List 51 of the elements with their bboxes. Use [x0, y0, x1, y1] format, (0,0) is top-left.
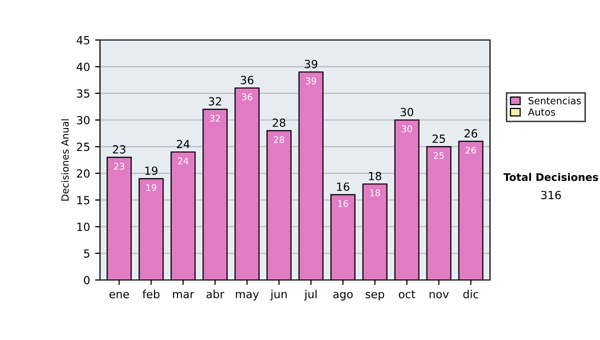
x-tick-label: jun	[270, 290, 287, 300]
total-label: 24	[176, 140, 190, 148]
y-tick-label: 5	[84, 249, 90, 258]
y-tick-label: 20	[76, 169, 90, 178]
data-label: 30	[402, 125, 412, 132]
data-label: 36	[242, 93, 252, 100]
y-tick-label: 30	[76, 116, 90, 124]
total-label: 30	[400, 108, 414, 116]
total-label: 39	[304, 60, 318, 68]
x-tick-label: sep	[366, 292, 384, 300]
y-axis-title: Decisiones Anual	[61, 119, 69, 201]
x-tick-label: nov	[430, 292, 449, 298]
x-tick-label: dic	[463, 290, 478, 298]
data-label: 28	[274, 136, 284, 143]
total-label: 26	[464, 129, 478, 138]
x-tick-label: mar	[173, 292, 194, 298]
y-tick-label: 45	[76, 36, 90, 44]
data-label: 39	[306, 77, 316, 84]
text: 316	[541, 190, 561, 200]
total-label: 32	[208, 97, 222, 106]
legend-label: Sentencias	[528, 96, 581, 104]
data-label: 32	[210, 114, 220, 122]
legend-label: Autos	[528, 108, 556, 116]
data-label: 25	[434, 152, 444, 159]
data-label: 19	[146, 184, 156, 191]
y-tick-label: 35	[76, 89, 90, 98]
total-label: 36	[240, 76, 254, 84]
x-tick-label: ago	[333, 292, 353, 300]
data-label: 26	[466, 146, 476, 154]
y-tick-label: 0	[84, 276, 90, 284]
data-label: 16	[338, 200, 348, 207]
data-label: 18	[370, 189, 380, 196]
x-tick-label: jul	[304, 290, 317, 300]
y-tick-label: 25	[76, 142, 90, 152]
x-tick-label: feb	[142, 290, 160, 298]
total-label: 18	[369, 172, 382, 180]
data-label: 24	[178, 157, 188, 164]
total-label: 16	[337, 182, 350, 191]
data-label: 23	[114, 162, 124, 170]
total-label: 25	[432, 134, 445, 143]
x-tick-label: may	[236, 292, 259, 300]
y-tick-label: 15	[77, 196, 90, 204]
x-tick-label: oct	[398, 290, 416, 298]
y-tick-label: 40	[76, 62, 90, 72]
total-label: 23	[112, 145, 126, 154]
x-tick-label: ene	[109, 292, 129, 298]
text: Total Decisiones	[503, 172, 598, 182]
total-label: 28	[272, 118, 286, 127]
y-tick-label: 10	[77, 222, 90, 232]
total-label: 19	[145, 166, 158, 175]
x-tick-label: abr	[206, 290, 224, 298]
